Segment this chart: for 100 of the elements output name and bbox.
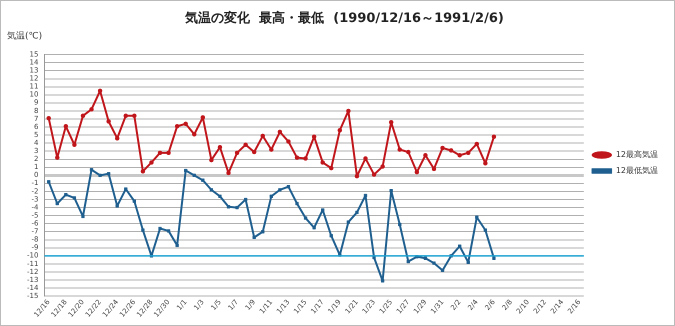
point bbox=[484, 228, 488, 232]
point bbox=[492, 134, 496, 139]
point bbox=[226, 170, 231, 176]
point bbox=[81, 214, 85, 218]
point bbox=[244, 198, 248, 202]
point bbox=[218, 144, 222, 150]
point bbox=[183, 122, 188, 126]
point bbox=[218, 194, 222, 198]
point bbox=[56, 202, 59, 206]
point bbox=[483, 161, 488, 166]
point bbox=[294, 155, 300, 160]
point bbox=[406, 150, 411, 154]
point bbox=[312, 226, 316, 230]
point bbox=[286, 184, 290, 188]
legend-label: 12最低気温 bbox=[616, 166, 658, 176]
point bbox=[320, 160, 325, 165]
point bbox=[397, 147, 402, 152]
point bbox=[398, 222, 402, 226]
legend-label: 12最高気温 bbox=[616, 150, 658, 160]
point bbox=[388, 120, 394, 124]
point bbox=[98, 174, 102, 178]
point bbox=[166, 150, 171, 156]
point bbox=[46, 116, 51, 120]
point bbox=[458, 244, 462, 248]
point bbox=[132, 114, 137, 118]
point bbox=[106, 172, 110, 176]
point bbox=[474, 142, 480, 146]
point bbox=[346, 108, 351, 114]
point bbox=[209, 158, 214, 162]
point bbox=[424, 256, 428, 260]
point bbox=[269, 147, 274, 152]
point bbox=[466, 260, 470, 264]
point bbox=[124, 187, 128, 191]
point bbox=[47, 180, 50, 184]
point bbox=[158, 150, 162, 156]
point bbox=[278, 130, 282, 134]
point bbox=[201, 178, 204, 182]
point bbox=[235, 206, 239, 210]
point bbox=[192, 132, 197, 137]
point bbox=[140, 169, 146, 174]
point bbox=[372, 172, 376, 177]
point bbox=[210, 188, 214, 192]
point bbox=[338, 128, 342, 133]
point bbox=[303, 156, 308, 161]
point bbox=[448, 148, 454, 153]
point bbox=[192, 174, 196, 178]
point bbox=[132, 199, 136, 203]
point bbox=[406, 260, 410, 264]
point bbox=[355, 210, 359, 214]
point bbox=[270, 194, 273, 198]
point bbox=[149, 160, 154, 165]
point bbox=[114, 136, 120, 141]
point bbox=[184, 168, 188, 172]
point bbox=[466, 150, 470, 156]
point bbox=[423, 152, 428, 158]
point bbox=[80, 114, 86, 118]
point bbox=[432, 261, 436, 265]
point bbox=[124, 114, 128, 118]
point bbox=[72, 196, 76, 200]
point bbox=[234, 150, 240, 156]
point bbox=[329, 166, 334, 170]
point bbox=[432, 166, 436, 172]
point bbox=[330, 234, 333, 238]
point bbox=[90, 168, 94, 172]
point bbox=[457, 152, 462, 158]
point bbox=[200, 115, 206, 120]
point bbox=[166, 229, 170, 233]
point bbox=[380, 164, 385, 169]
point bbox=[252, 236, 256, 240]
point bbox=[295, 202, 299, 206]
point bbox=[492, 256, 496, 260]
point bbox=[261, 230, 264, 234]
point bbox=[440, 268, 444, 272]
point bbox=[380, 279, 384, 283]
point bbox=[475, 216, 478, 219]
point bbox=[116, 204, 119, 208]
point bbox=[252, 150, 256, 154]
point bbox=[64, 193, 68, 196]
y-axis-title: 気温(℃) bbox=[7, 30, 42, 42]
point bbox=[106, 119, 111, 124]
point bbox=[278, 188, 282, 192]
point bbox=[72, 142, 77, 148]
point bbox=[321, 208, 324, 212]
point bbox=[346, 220, 350, 224]
point bbox=[390, 189, 393, 192]
point bbox=[89, 107, 94, 112]
point bbox=[175, 244, 179, 248]
point bbox=[226, 205, 230, 208]
point bbox=[174, 124, 180, 129]
point bbox=[260, 134, 266, 138]
point bbox=[141, 228, 145, 232]
chart-title: 気温の変化 最高・最低 (1990/12/16～1991/2/6) bbox=[184, 10, 504, 26]
point bbox=[55, 155, 60, 160]
point bbox=[243, 142, 248, 148]
point bbox=[286, 139, 291, 144]
point bbox=[354, 174, 360, 178]
point bbox=[158, 226, 162, 230]
point bbox=[440, 146, 445, 150]
point bbox=[304, 216, 308, 220]
point bbox=[312, 134, 316, 139]
